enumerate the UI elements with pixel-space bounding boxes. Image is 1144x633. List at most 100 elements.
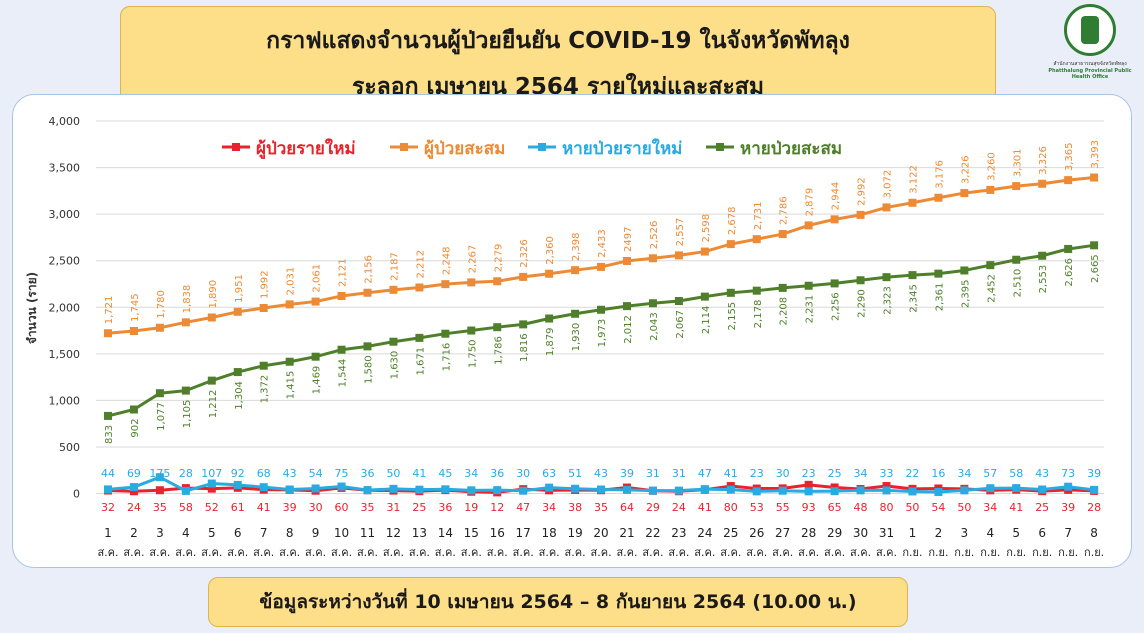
y-tick-label: 0: [73, 488, 80, 501]
data-point: [104, 329, 112, 338]
x-tick-month: ก.ย.: [1084, 546, 1104, 559]
data-label: 2,208: [779, 297, 790, 326]
data-point: [778, 283, 787, 292]
data-point: [181, 386, 190, 395]
data-label: 2,510: [1012, 269, 1023, 298]
x-tick-month: ส.ค.: [227, 546, 248, 559]
data-label: 34: [983, 501, 997, 514]
series-2: 44 69 175 28 107 92 68 43 54 75 36 50 41 45 34 36 30 63 51…: [101, 467, 1101, 497]
data-label: 2,187: [389, 252, 400, 281]
data-label: 2,279: [493, 244, 504, 273]
data-point: [908, 487, 917, 496]
data-point: [597, 485, 606, 494]
x-tick-day: 9: [312, 526, 320, 540]
data-point: [285, 485, 294, 494]
data-point: [856, 210, 865, 219]
data-point: [623, 302, 631, 311]
data-label: 3,072: [883, 170, 894, 199]
data-label: 175: [149, 467, 170, 480]
data-point: [155, 473, 164, 482]
x-tick-day: 10: [334, 526, 349, 540]
data-label: 61: [231, 501, 245, 514]
x-tick-month: ส.ค.: [331, 546, 352, 559]
data-label: 41: [724, 467, 738, 480]
data-label: 3,365: [1064, 142, 1075, 171]
data-point: [363, 288, 372, 297]
data-point: [648, 299, 657, 308]
data-label: 902: [130, 419, 141, 438]
x-tick-day: 8: [1090, 526, 1098, 540]
data-label: 3,326: [1038, 146, 1049, 175]
data-label: 1,469: [312, 366, 323, 395]
data-label: 30: [516, 467, 530, 480]
x-tick-month: ส.ค.: [668, 546, 689, 559]
legend-item-0: ผู้ป่วยรายใหม่: [222, 138, 356, 160]
data-label: 23: [750, 467, 764, 480]
data-label: 44: [101, 467, 115, 480]
data-point: [415, 283, 424, 292]
data-point: [1012, 255, 1021, 264]
data-label: 41: [412, 467, 426, 480]
data-label: 2,345: [908, 284, 919, 313]
data-point: [934, 193, 943, 202]
x-tick-month: ก.ย.: [902, 546, 922, 559]
data-point: [545, 314, 554, 323]
data-label: 2,323: [883, 286, 894, 315]
data-label: 54: [931, 501, 945, 514]
data-point: [804, 281, 813, 290]
data-label: 1,973: [597, 319, 608, 348]
data-point: [752, 235, 761, 244]
data-point: [259, 303, 268, 312]
data-label: 57: [983, 467, 997, 480]
data-label: 3,226: [960, 155, 971, 184]
x-tick-month: ส.ค.: [642, 546, 663, 559]
data-label: 3,301: [1012, 148, 1023, 177]
data-label: 39: [620, 467, 634, 480]
x-tick-month: ส.ค.: [123, 546, 144, 559]
x-tick-day: 21: [619, 526, 634, 540]
data-label: 48: [854, 501, 868, 514]
data-label: 1,780: [156, 290, 167, 319]
data-label: 2,326: [519, 239, 530, 268]
data-label: 2,944: [831, 182, 842, 211]
data-point: [960, 486, 969, 495]
data-label: 1,838: [182, 285, 193, 314]
data-label: 43: [594, 467, 608, 480]
x-tick-day: 7: [260, 526, 268, 540]
logo-text-en: Phatthalung Provincial Public Health Off…: [1048, 68, 1132, 80]
data-point: [441, 280, 450, 289]
legend-label: หายป่วยสะสม: [740, 139, 842, 159]
data-point: [571, 266, 580, 275]
data-label: 39: [283, 501, 297, 514]
data-point: [155, 323, 164, 332]
data-point: [830, 215, 839, 224]
data-label: 52: [205, 501, 219, 514]
data-label: 2,361: [934, 283, 945, 312]
data-point: [726, 288, 735, 297]
data-label: 107: [201, 467, 222, 480]
x-tick-month: ก.ย.: [1058, 546, 1078, 559]
x-tick-month: ส.ค.: [435, 546, 456, 559]
data-point: [882, 482, 891, 491]
data-label: 2497: [623, 227, 634, 252]
x-tick-day: 3: [156, 526, 164, 540]
data-point: [467, 486, 476, 495]
data-point: [856, 276, 865, 285]
data-label: 36: [490, 467, 504, 480]
x-tick-month: ส.ค.: [772, 546, 793, 559]
data-label: 31: [646, 467, 660, 480]
data-point: [493, 323, 502, 332]
data-label: 39: [1061, 501, 1075, 514]
legend-marker: [232, 143, 240, 151]
data-point: [389, 337, 398, 346]
data-label: 25: [1035, 501, 1049, 514]
x-tick-month: ส.ค.: [539, 546, 560, 559]
data-point: [493, 277, 502, 286]
data-label: 35: [153, 501, 167, 514]
data-label: 2,156: [364, 255, 375, 284]
x-tick-month: ส.ค.: [591, 546, 612, 559]
data-point: [467, 326, 476, 335]
data-label: 34: [542, 501, 556, 514]
data-point: [337, 291, 346, 300]
data-label: 2,231: [805, 295, 816, 324]
